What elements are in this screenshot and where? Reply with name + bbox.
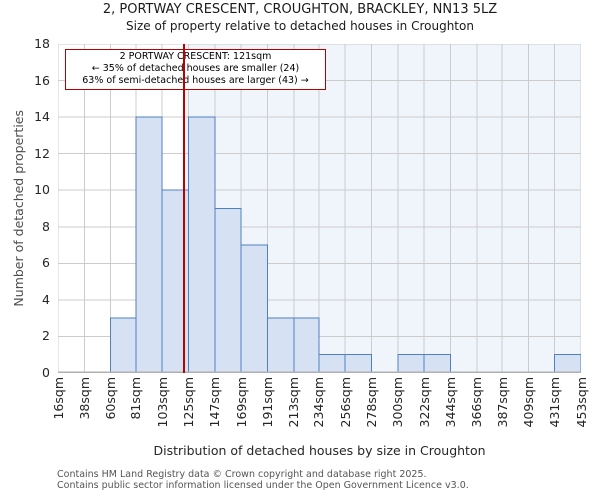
histogram-bar (214, 208, 242, 373)
histogram-bar (554, 354, 581, 373)
chart-subtitle: Size of property relative to detached ho… (126, 19, 474, 33)
y-tick-label: 6 (42, 255, 50, 271)
x-tick-label: 38sqm (76, 377, 92, 420)
y-tick-label: 0 (42, 365, 50, 380)
footer-line-1: Contains HM Land Registry data © Crown c… (57, 469, 427, 480)
plot-area (58, 44, 581, 373)
y-tick-label: 18 (34, 36, 50, 51)
histogram-svg (58, 44, 581, 373)
y-tick-label: 8 (42, 218, 50, 234)
footer-attribution: Contains HM Land Registry data © Crown c… (57, 469, 469, 491)
x-tick-label: 169sqm (233, 377, 249, 428)
y-tick-label: 4 (42, 291, 50, 307)
x-tick-label: 213sqm (286, 377, 302, 428)
histogram-bar (187, 116, 216, 373)
annotation-line-1: 2 PORTWAY CRESCENT: 121sqm (119, 51, 272, 62)
y-tick-label: 16 (34, 72, 50, 88)
histogram-bar (293, 317, 320, 373)
y-tick-label: 14 (34, 109, 50, 125)
x-tick-label: 278sqm (364, 377, 380, 428)
chart-title: 2, PORTWAY CRESCENT, CROUGHTON, BRACKLEY… (102, 2, 498, 17)
x-tick-label: 81sqm (128, 377, 144, 420)
x-tick-label: 16sqm (50, 377, 66, 420)
x-tick-label: 125sqm (180, 377, 196, 428)
y-tick-label: 2 (42, 328, 50, 344)
y-tick-label: 10 (34, 182, 50, 198)
annotation-line-2: ← 35% of detached houses are smaller (24… (91, 63, 300, 75)
histogram-bar (110, 317, 137, 373)
x-tick-label: 300sqm (390, 377, 406, 428)
x-tick-label: 453sqm (573, 377, 589, 428)
histogram-bar (135, 116, 163, 373)
histogram-bar (266, 317, 295, 373)
x-tick-label: 256sqm (337, 377, 353, 428)
y-tick-label: 12 (34, 145, 50, 161)
x-tick-label: 387sqm (494, 377, 510, 428)
x-tick-label: 60sqm (103, 377, 119, 420)
x-tick-label: 191sqm (259, 377, 275, 428)
property-size-marker-line (182, 44, 185, 373)
annotation-box: 2 PORTWAY CRESCENT: 121sqm ← 35% of deta… (65, 49, 326, 90)
x-axis-title: Distribution of detached houses by size … (153, 443, 486, 458)
footer-line-2: Contains public sector information licen… (57, 480, 469, 491)
y-axis-title: Number of detached properties (10, 110, 26, 307)
histogram-bar (397, 354, 425, 373)
x-tick-label: 344sqm (443, 377, 459, 428)
x-tick-label: 147sqm (207, 377, 223, 428)
x-tick-label: 409sqm (520, 377, 536, 428)
histogram-bar (423, 354, 452, 373)
histogram-bar (344, 354, 373, 373)
histogram-bar (240, 244, 268, 373)
x-tick-label: 322sqm (416, 377, 432, 428)
annotation-line-3: 63% of semi-detached houses are larger (… (82, 75, 309, 87)
x-tick-label: 234sqm (311, 377, 327, 428)
histogram-bar (318, 354, 346, 373)
x-tick-label: 366sqm (469, 377, 485, 428)
x-tick-label: 103sqm (154, 377, 170, 428)
y-axis-title-wrap: Number of detached properties (8, 44, 28, 373)
x-tick-label: 431sqm (547, 377, 563, 428)
